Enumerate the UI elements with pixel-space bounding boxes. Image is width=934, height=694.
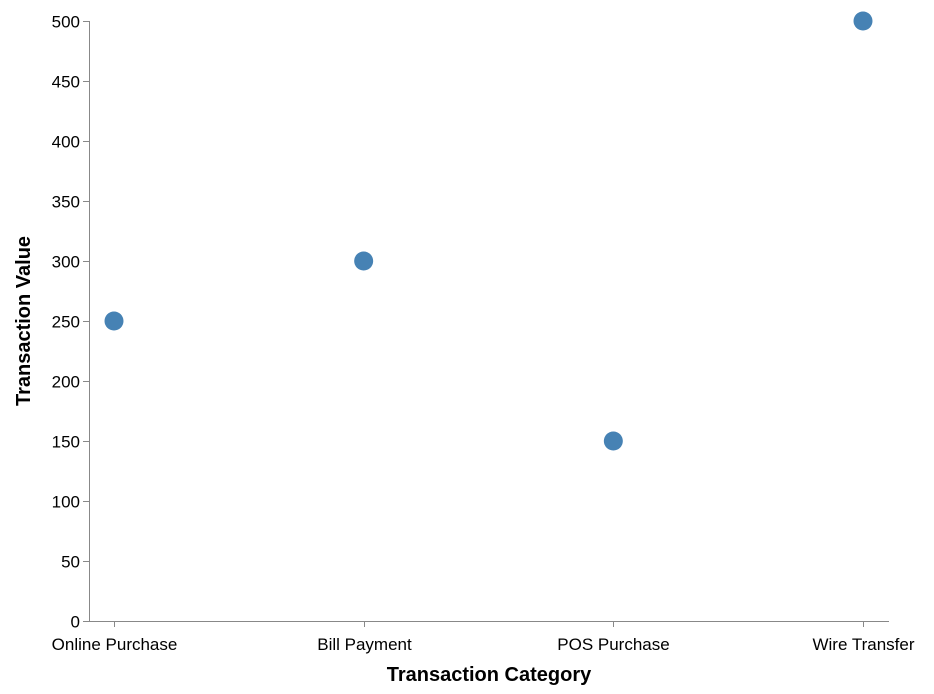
y-tick-label: 0 bbox=[71, 613, 80, 632]
x-tick-label: POS Purchase bbox=[557, 635, 669, 654]
data-points bbox=[104, 11, 873, 451]
data-point bbox=[104, 311, 124, 331]
y-tick-label: 200 bbox=[52, 373, 80, 392]
x-tick-label: Wire Transfer bbox=[812, 635, 914, 654]
y-tick-label: 450 bbox=[52, 73, 80, 92]
y-tick-label: 150 bbox=[52, 433, 80, 452]
y-tick-label: 250 bbox=[52, 313, 80, 332]
data-point bbox=[853, 11, 873, 31]
y-tick-label: 100 bbox=[52, 493, 80, 512]
x-axis: Online Purchase Bill Payment POS Purchase W… bbox=[52, 621, 915, 654]
data-point bbox=[603, 431, 623, 451]
x-tick-label: Online Purchase bbox=[52, 635, 178, 654]
y-tick-label: 350 bbox=[52, 193, 80, 212]
y-axis-title: Transaction Value bbox=[13, 236, 35, 406]
y-tick-label: 50 bbox=[61, 553, 80, 572]
x-tick-label: Bill Payment bbox=[317, 635, 412, 654]
x-axis-title: Transaction Category bbox=[387, 664, 592, 686]
y-tick-label: 500 bbox=[52, 13, 80, 32]
y-tick-label: 300 bbox=[52, 253, 80, 272]
data-point bbox=[354, 251, 374, 271]
y-tick-label: 400 bbox=[52, 133, 80, 152]
y-axis: 0 50 100 150 200 250 300 350 400 450 500 bbox=[52, 13, 90, 632]
